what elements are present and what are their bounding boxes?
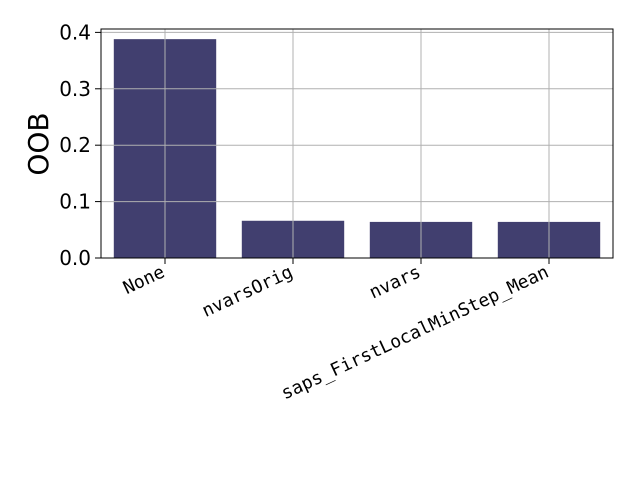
y-tick-label: 0.1 [59, 190, 91, 214]
bars [113, 39, 601, 258]
y-axis-label: OOB [22, 112, 55, 175]
y-axis: 0.0 0.1 0.2 0.3 0.4 [59, 20, 101, 270]
y-tick-label: 0.0 [59, 246, 91, 270]
x-tick-label: nvars [366, 261, 424, 303]
plot-frame [100, 28, 614, 259]
y-tick-label: 0.4 [59, 20, 91, 44]
x-tick-label: None [120, 261, 168, 298]
y-tick-label: 0.2 [59, 133, 91, 157]
x-axis: None nvarsOrig nvarssaps_FirstLocalMinStep… [120, 258, 552, 404]
x-tick-label: nvarsOrig [199, 261, 296, 321]
y-tick-label: 0.3 [59, 77, 91, 101]
